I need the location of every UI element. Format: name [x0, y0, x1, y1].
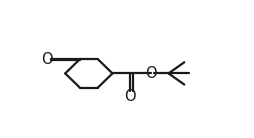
Text: O: O: [41, 52, 52, 67]
Text: O: O: [145, 66, 157, 81]
Text: O: O: [124, 89, 136, 104]
